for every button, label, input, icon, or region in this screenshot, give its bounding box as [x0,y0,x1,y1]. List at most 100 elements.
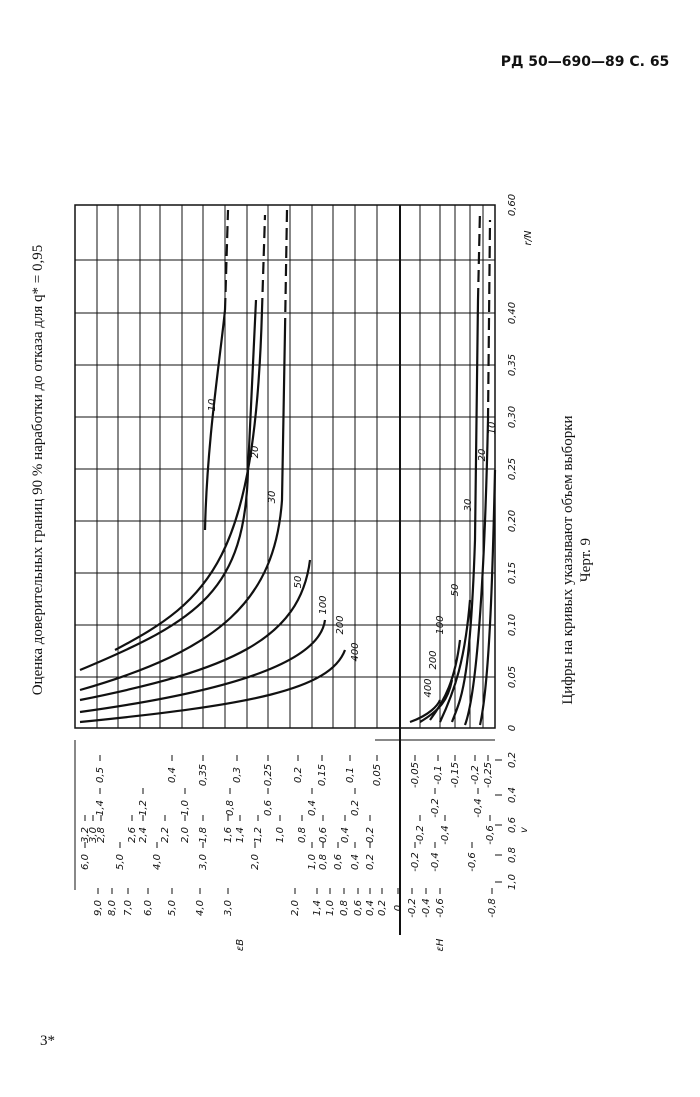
scale-label: -0,4 [430,852,441,872]
scale-label: 0,05 [372,764,383,786]
scale-label: 0,2 [293,767,304,783]
v-tick-label: 1,0 [507,874,518,890]
curve-label: 200 [335,615,346,634]
scale-label: -0,15 [450,762,461,788]
scale-label: 4,0 [152,854,163,870]
scale-label: 0,15 [317,764,328,786]
footer: 3* [40,1033,55,1049]
grid [74,204,502,935]
scale-label: 0,8 [297,827,308,843]
scale-label: 0,4 [340,827,351,843]
axis-label: r/N [523,230,534,245]
scale-label: 2,8 [96,827,107,843]
page-header: РД 50—690—89 С. 65 [501,54,670,70]
axis-tick-label: 0,10 [507,614,518,636]
scale-label: 0,1 [345,767,356,783]
epsilon-label: εB [235,939,246,951]
curve-label: 50 [450,584,461,597]
scale-label: 2,6 [127,827,138,843]
scale-label: 1,8 [198,827,209,843]
scale-label: 7,0 [123,900,134,916]
curve-label: 20 [477,449,488,462]
scale-label: -0,4 [473,798,484,818]
axis-tick-label: 0,30 [507,406,518,428]
v-tick-label: 0,8 [507,847,518,863]
scale-label: 2,0 [180,827,191,843]
scale-label: 0,6 [353,900,364,916]
scale-label: 1,0 [275,827,286,843]
axis-tick-label: 0,60 [507,194,518,216]
scale-label: 6,0 [143,900,154,916]
scale-label: 1,2 [138,800,149,816]
curve-label: 400 [423,678,434,697]
scale-label: -0,2 [430,798,441,818]
scale-label: 0,2 [377,900,388,916]
scale-label: -0,2 [410,852,421,872]
curves [79,209,497,726]
scale-label: 1,0 [307,854,318,870]
scale-label: 0 [393,905,404,911]
scale-label: 1,0 [180,800,191,816]
v-label: v [519,826,530,833]
curve-label: 100 [318,595,329,614]
scale-label: 0,2 [350,800,361,816]
scale-label: 0,3 [232,767,243,783]
scale-label: 8,0 [107,900,118,916]
axis-tick-label: 0,05 [507,666,518,688]
axis-tick-label: 0,25 [507,458,518,480]
axis-tick-label: 0,35 [507,354,518,376]
scale-label: 2,4 [138,827,149,843]
scale-label: 0,35 [198,764,209,786]
curve-label: 30 [463,499,474,512]
curve-label: 400 [350,642,361,661]
scale-label: 0,6 [263,800,274,816]
figure-title: Оценка доверительных границ 90 % наработ… [30,245,46,696]
curve-label: 10 [487,422,498,435]
scale-label: 0,4 [350,854,361,870]
scale-label: 0,5 [95,767,106,783]
scale-label: -0,6 [467,852,478,872]
v-tick-label: 0,2 [507,752,518,768]
v-tick-label: 0,4 [507,787,518,803]
scale-label: 4,0 [195,900,206,916]
scale-label: 1,0 [325,900,336,916]
axis-tick-label: 0,15 [507,562,518,584]
curve-label: 30 [267,491,278,504]
scale-label: 2,2 [160,827,171,843]
scale-label: 3,0 [88,827,99,843]
scale-label: 0,8 [339,900,350,916]
axis-tick-label: 0,40 [507,302,518,324]
scale-label: -0,4 [421,898,432,918]
caption: Цифры на кривых указывают объем выборки [560,415,576,704]
scale-label: 0,4 [307,800,318,816]
scale-label: 3,0 [223,900,234,916]
epsilon-label: εH [435,938,446,951]
scale-label: 1,4 [95,800,106,816]
curve-label: 200 [428,650,439,669]
scale-label: 0,2 [365,827,376,843]
scale-label: 0,6 [318,827,329,843]
scale-label: 0,4 [167,767,178,783]
scale-label: 2,0 [250,854,261,870]
v-tick-label: 0,6 [507,817,518,833]
scale-label: 0,8 [225,800,236,816]
scale-label: 1,6 [223,827,234,843]
scale-label: -0,6 [435,898,446,918]
scale-label: -0,6 [485,825,496,845]
scale-label: 1,2 [253,827,264,843]
scale-label: 5,0 [115,854,126,870]
curve-label: 50 [293,576,304,589]
curve-label: 10 [207,399,218,412]
scale-label: -0,05 [410,762,421,788]
scale-label: 0,4 [365,900,376,916]
scale-label: -0,25 [483,762,494,788]
scale-label: 2,0 [290,900,301,916]
scale-label: -0,8 [487,898,498,918]
scale-label: -0,2 [415,825,426,845]
curve-label: 100 [435,615,446,634]
scale-label: -0,2 [407,898,418,918]
scale-label: -0,2 [470,765,481,785]
scale-label: 3,0 [198,854,209,870]
scale-label: 0,6 [333,854,344,870]
